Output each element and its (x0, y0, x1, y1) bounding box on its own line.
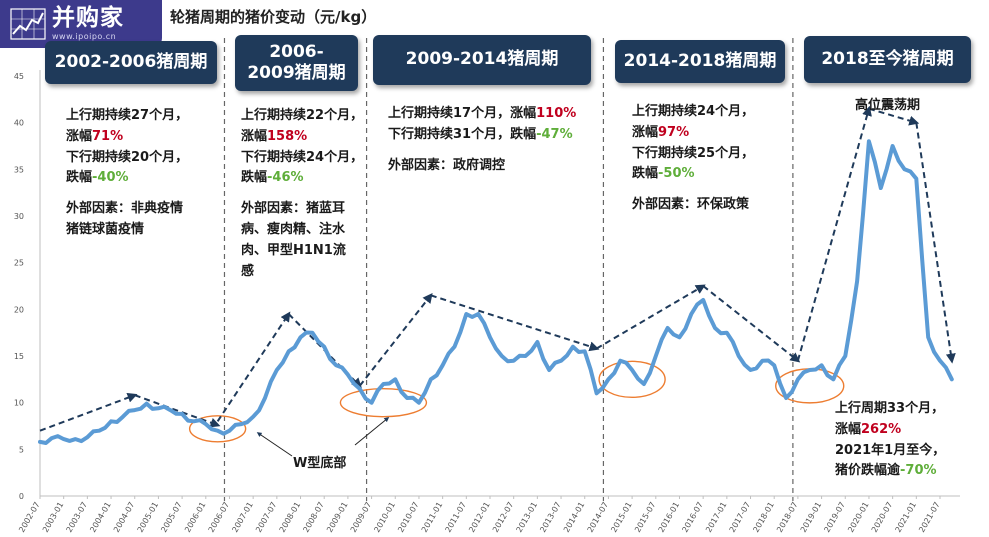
down-rate: -46% (267, 170, 304, 186)
y-tick-label: 40 (14, 119, 24, 128)
logo-chart-icon (10, 8, 46, 40)
down-rate: -50% (658, 166, 695, 182)
trend-arrow (39, 392, 138, 432)
y-tick-label: 0 (19, 492, 24, 501)
x-tick-label: 2013-07 (538, 501, 563, 534)
trend-arrow (702, 285, 801, 363)
x-tick-label: 2015-07 (633, 501, 658, 534)
x-tick-label: 2008-01 (278, 501, 303, 534)
w-bottom-label: W型底部 (293, 456, 347, 471)
x-tick-label: 2016-01 (657, 501, 682, 534)
y-axis: 0 5 10 15 20 25 30 35 40 45 (14, 70, 41, 501)
x-tick-label: 2011-01 (420, 501, 445, 534)
period-box-2014-2018: 2014-2018猪周期 (615, 40, 785, 83)
x-tick-label: 2003-01 (41, 501, 66, 534)
down-rate: -47% (536, 126, 573, 142)
trend-arrow (596, 284, 706, 350)
trend-arrow (216, 311, 291, 422)
x-tick-label: 2019-07 (822, 501, 847, 534)
trend-arrow (358, 292, 433, 387)
y-tick-label: 25 (14, 259, 24, 268)
w-pointer (256, 432, 293, 457)
x-tick-label: 2010-07 (396, 501, 421, 534)
info-2002-2006: 上行期持续27个月， 涨幅71% 下行期持续20个月， 跌幅-40% 外部因素：… (66, 108, 189, 237)
y-tick-label: 30 (14, 212, 24, 221)
y-tick-label: 15 (14, 352, 24, 361)
x-tick-label: 2019-01 (799, 501, 824, 534)
bottom-circle (598, 360, 666, 399)
x-tick-label: 2012-01 (467, 501, 492, 534)
x-tick-label: 2009-01 (325, 501, 350, 534)
logo-name: 并购家 (52, 5, 124, 31)
up-rate: 262% (861, 421, 902, 437)
y-tick-label: 10 (14, 399, 24, 408)
info-2006-2009: 上行期持续22个月， 涨幅158% 下行期持续24个月， 跌幅-46% 外部因素… (241, 108, 364, 279)
period-box-2006-2009: 2006-2009猪周期 (235, 35, 358, 91)
x-tick-label: 2021-01 (894, 501, 919, 534)
x-tick-label: 2020-01 (846, 501, 871, 534)
x-tick-label: 2017-01 (704, 501, 729, 534)
x-tick-label: 2006-07 (207, 501, 232, 534)
bottom-circle (188, 415, 247, 443)
info-2014-2018: 上行期持续24个月， 涨幅97% 下行期持续25个月， 跌幅-50% 外部因素：… (632, 104, 755, 213)
x-tick-label: 2004-07 (112, 501, 137, 534)
down-rate: -70% (900, 463, 937, 479)
x-tick-label: 2006-01 (183, 501, 208, 534)
bottom-circle (339, 387, 428, 418)
bottom-circles (188, 360, 845, 443)
x-tick-label: 2017-07 (728, 501, 753, 534)
x-tick-label: 2005-01 (136, 501, 161, 534)
y-tick-label: 45 (14, 72, 24, 81)
up-rate: 158% (267, 128, 308, 144)
period-box-2009-2014: 2009-2014猪周期 (373, 35, 591, 85)
trend-arrow (430, 294, 600, 352)
down-rate: -40% (92, 170, 129, 186)
x-tick-label: 2020-07 (870, 501, 895, 534)
trend-arrow (915, 122, 956, 364)
x-tick-label: 2018-07 (775, 501, 800, 534)
period-box-2002-2006: 2002-2006猪周期 (45, 41, 217, 84)
x-tick-label: 2007-01 (230, 501, 255, 534)
x-axis: 2002-07 2003-01 2003-07 2004-01 2004-07 2005-… (17, 495, 960, 534)
chart-title: 轮猪周期的猪价变动（元/kg） (170, 8, 377, 26)
trend-arrow (796, 105, 872, 361)
period-box-2018-now: 2018至今猪周期 (804, 36, 971, 83)
x-tick-label: 2011-07 (444, 501, 469, 534)
x-tick-label: 2010-01 (372, 501, 397, 534)
x-tick-label: 2016-07 (680, 501, 705, 534)
y-tick-label: 5 (19, 445, 24, 454)
x-tick-label: 2014-07 (586, 501, 611, 534)
pig-price-line (38, 139, 954, 445)
x-tick-label: 2002-07 (17, 501, 42, 534)
w-bottom-pointers (256, 417, 390, 457)
logo-badge: 并购家 www.ipoipo.cn (0, 0, 162, 48)
info-2009-2014: 上行期持续17个月，涨幅110% 下行期持续31个月，跌幅-47% 外部因素：政… (388, 106, 577, 173)
x-tick-label: 2009-07 (349, 501, 374, 534)
w-pointer (354, 417, 390, 446)
y-tick-label: 20 (14, 305, 24, 314)
y-tick-label: 35 (14, 165, 24, 174)
x-tick-label: 2004-01 (88, 501, 113, 534)
up-rate: 110% (536, 106, 577, 121)
info-2018-now: 上行周期33个月， 涨幅262% 2021年1月至今， 猪价跌幅逾-70% (835, 401, 946, 479)
trend-arrow (134, 394, 221, 428)
x-tick-label: 2003-07 (65, 501, 90, 534)
x-tick-label: 2007-07 (254, 501, 279, 534)
trend-arrow (868, 107, 920, 126)
x-tick-label: 2012-07 (491, 501, 516, 534)
x-tick-label: 2015-01 (609, 501, 634, 534)
x-tick-label: 2014-01 (562, 501, 587, 534)
x-tick-label: 2013-01 (515, 501, 540, 534)
x-tick-label: 2018-01 (751, 501, 776, 534)
x-tick-label: 2005-07 (159, 501, 184, 534)
high-oscillation-label: 高位震荡期 (855, 98, 921, 113)
up-rate: 97% (658, 124, 690, 140)
x-tick-label: 2008-07 (301, 501, 326, 534)
logo-url: www.ipoipo.cn (52, 32, 117, 41)
x-tick-label: 2021-07 (917, 501, 942, 534)
up-rate: 71% (92, 128, 124, 144)
